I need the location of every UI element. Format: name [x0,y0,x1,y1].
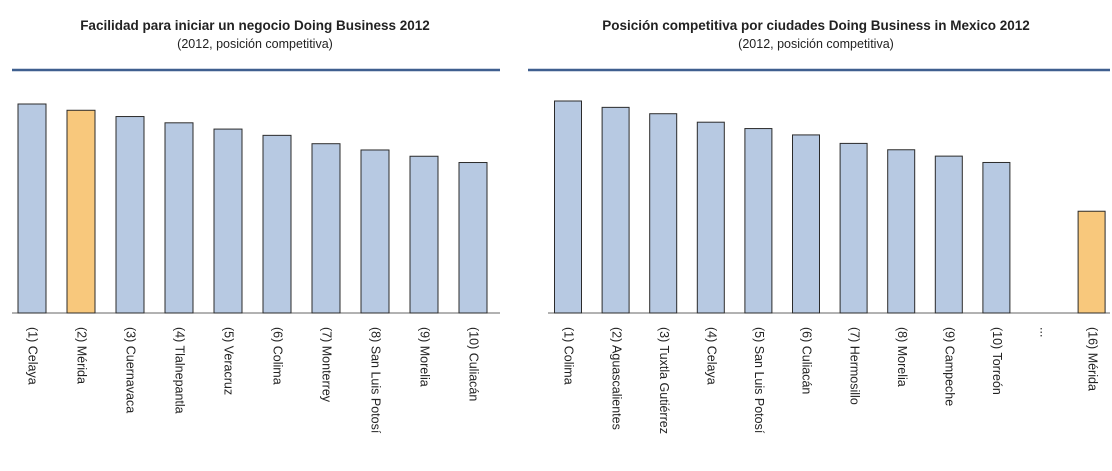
chart-title: Posición competitiva por ciudades Doing … [602,18,1030,33]
chart-panel-right: Posición competitiva por ciudades Doing … [520,0,1112,471]
x-tick-label: (10) Culiacán [467,327,481,401]
x-tick-label: (3) Tuxtla Gutiérrez [657,327,671,434]
x-tick-label: (8) San Luis Potosí [369,327,383,434]
bar [164,122,194,314]
bar [66,109,96,314]
x-tick-label: (6) Culiacán [800,327,814,394]
x-tick-label: (2) Aguascalientes [609,327,623,430]
x-tick-label: (10) Torreón [990,327,1004,395]
chart-subtitle: (2012, posición competitiva) [738,37,894,51]
bar [982,161,1011,314]
bar [17,103,47,314]
bar [115,116,145,314]
bar [554,100,582,314]
bar [887,149,916,314]
x-tick-label: (7) Hermosillo [847,327,861,405]
bar [1077,210,1106,314]
bar [696,121,725,314]
x-tick-label: (7) Monterrey [320,327,334,403]
chart-subtitle: (2012, posición competitiva) [177,37,333,51]
x-tick-label: (16) Mérida [1085,327,1099,391]
x-tick-label: (8) Morelia [895,327,909,387]
bar [601,106,630,314]
x-tick-label: (5) San Luis Potosí [752,327,766,434]
bar [458,162,488,314]
x-tick-label: (4) Tlalnepantla [173,327,187,414]
bar [409,155,439,314]
x-tick-label: (2) Mérida [75,327,89,384]
bar-chart-left: (1) Celaya (2) Mérida (3) Cuernavaca (4) Tl… [12,68,500,434]
bar [934,155,963,314]
bar [213,128,243,314]
bar [839,142,868,314]
x-tick-label: (1) Celaya [26,327,40,385]
x-tick-label: (4) Celaya [705,327,719,385]
bar [792,134,820,314]
x-tick-label: (3) Cuernavaca [124,327,138,413]
x-tick-label: (5) Veracruz [222,327,236,395]
x-tick-label: ... [1038,327,1052,337]
bar [262,134,292,314]
bar [744,128,773,314]
chart-panel-left: Facilidad para iniciar un negocio Doing … [0,0,510,471]
x-tick-label: (6) Colima [271,327,285,385]
bar [311,143,341,314]
bar [649,113,678,314]
x-tick-label: (9) Campeche [943,327,957,406]
chart-title: Facilidad para iniciar un negocio Doing … [80,18,430,33]
x-tick-label: (1) Colima [562,327,576,385]
x-tick-label: (9) Morelia [418,327,432,387]
bar [360,149,390,314]
bar-chart-right: (1) Colima (2) Aguascalientes (3) Tuxtla G… [528,68,1110,434]
